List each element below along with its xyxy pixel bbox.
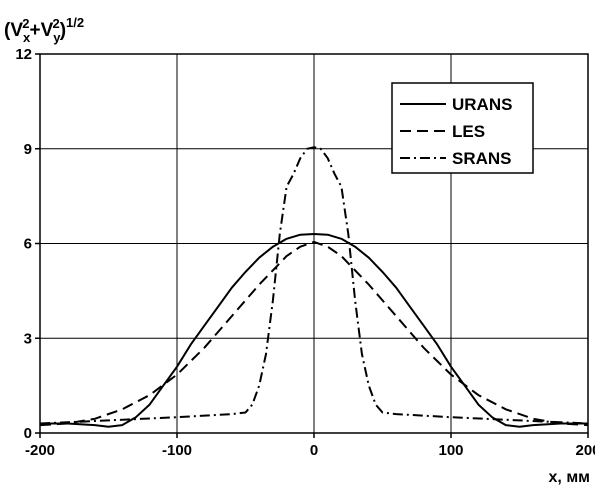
y-tick-label: 9: [24, 141, 32, 158]
y-axis-title: (Vx2+Vy2)1/2: [4, 15, 84, 45]
x-tick-label: -100: [162, 442, 192, 459]
y-tick-label: 0: [24, 425, 32, 442]
legend-label-les: LES: [452, 122, 485, 141]
series-line-les: [39, 240, 589, 427]
legend-label-srans: SRANS: [452, 149, 512, 168]
x-tick-label: 0: [310, 442, 318, 459]
legend-label-urans: URANS: [452, 95, 512, 114]
y-tick-label: 12: [15, 46, 32, 63]
x-tick-label: -200: [25, 442, 55, 459]
x-tick-label: 100: [438, 442, 463, 459]
series-line-srans: [39, 146, 589, 425]
series-line-urans: [40, 233, 588, 428]
x-tick-label: 200: [575, 442, 595, 459]
tick-marks: [35, 53, 589, 438]
x-axis-title: x, мм: [549, 469, 590, 486]
y-tick-label: 6: [24, 236, 32, 253]
y-tick-label: 3: [24, 330, 32, 347]
series-layer: [39, 146, 589, 428]
tick-labels: -200 -100 0 100 200 0 3 6 9 12: [15, 46, 595, 459]
chart-legend: URANS LES SRANS: [391, 82, 534, 174]
